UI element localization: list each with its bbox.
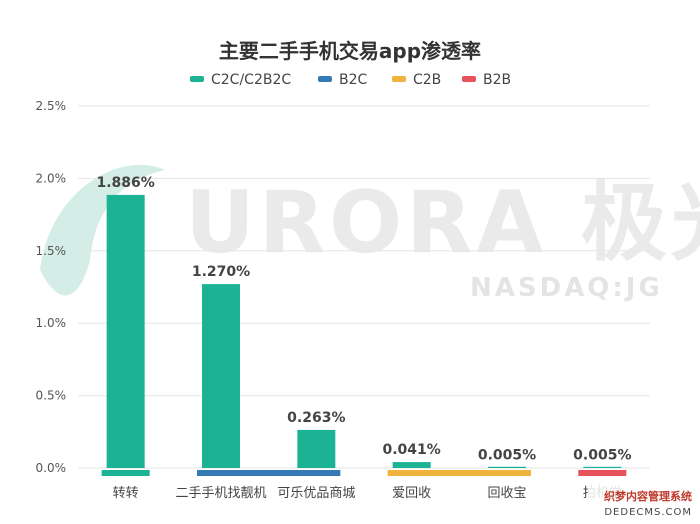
legend-label: C2B xyxy=(413,72,441,88)
watermark-ticker: NASDAQ:JG xyxy=(470,273,663,303)
y-tick-label: 0.5% xyxy=(36,389,67,403)
value-label: 0.005% xyxy=(478,447,536,463)
watermark: URORA 极光 NASDAQ:JG xyxy=(40,164,700,303)
x-tick-label: 回收宝 xyxy=(487,486,526,501)
bar xyxy=(583,466,622,468)
legend-swatch xyxy=(318,76,332,82)
x-tick-label: 可乐优品商城 xyxy=(277,486,355,501)
bar xyxy=(488,466,526,468)
value-labels: 1.886% 1.270% 0.263% 0.041% 0.005% 0.005% xyxy=(97,175,632,463)
y-tick-label: 0.0% xyxy=(36,461,67,475)
value-label: 0.005% xyxy=(573,447,631,463)
y-tick-label: 2.0% xyxy=(36,171,67,185)
value-label: 1.886% xyxy=(97,175,155,191)
bar xyxy=(297,429,336,468)
legend-swatch xyxy=(190,76,204,82)
corner-mark-line2: DEDECMS.COM xyxy=(604,507,692,518)
bar xyxy=(392,462,431,468)
x-tick-label: 二手手机找靓机 xyxy=(175,486,266,501)
x-tick-label: 转转 xyxy=(113,486,139,501)
watermark-logo-icon xyxy=(40,164,165,296)
corner-mark: 织梦内容管理系统 DEDECMS.COM xyxy=(588,486,700,524)
legend-label: B2B xyxy=(483,72,511,88)
x-axis: 转转二手手机找靓机可乐优品商城爱回收回收宝拍机堂 xyxy=(113,486,622,501)
value-label: 0.263% xyxy=(287,410,345,426)
y-tick-label: 1.5% xyxy=(36,244,67,258)
bar xyxy=(106,194,145,468)
y-axis: 0.0% 0.5% 1.0% 1.5% 2.0% 2.5% xyxy=(36,99,67,475)
group-band xyxy=(197,470,341,476)
corner-mark-line1: 织梦内容管理系统 xyxy=(604,489,692,503)
group-band xyxy=(101,470,150,476)
bar xyxy=(202,284,240,468)
value-label: 0.041% xyxy=(383,442,441,458)
value-label: 1.270% xyxy=(192,264,250,280)
watermark-brand: URORA 极光 xyxy=(185,173,700,273)
legend-swatch xyxy=(462,76,476,82)
y-tick-label: 1.0% xyxy=(36,316,67,330)
bars xyxy=(106,194,622,468)
group-band xyxy=(387,470,531,476)
chart-title: 主要二手手机交易app渗透率 xyxy=(219,39,481,63)
x-tick-label: 爱回收 xyxy=(392,486,431,501)
y-tick-label: 2.5% xyxy=(36,99,67,113)
legend: C2C/C2B2C B2C C2B B2B xyxy=(190,72,511,88)
legend-label: C2C/C2B2C xyxy=(211,72,291,88)
group-bands xyxy=(101,470,627,476)
group-band xyxy=(578,470,627,476)
legend-swatch xyxy=(392,76,406,82)
grid xyxy=(78,105,650,469)
legend-label: B2C xyxy=(339,72,368,88)
corner-mark-background xyxy=(588,486,700,524)
